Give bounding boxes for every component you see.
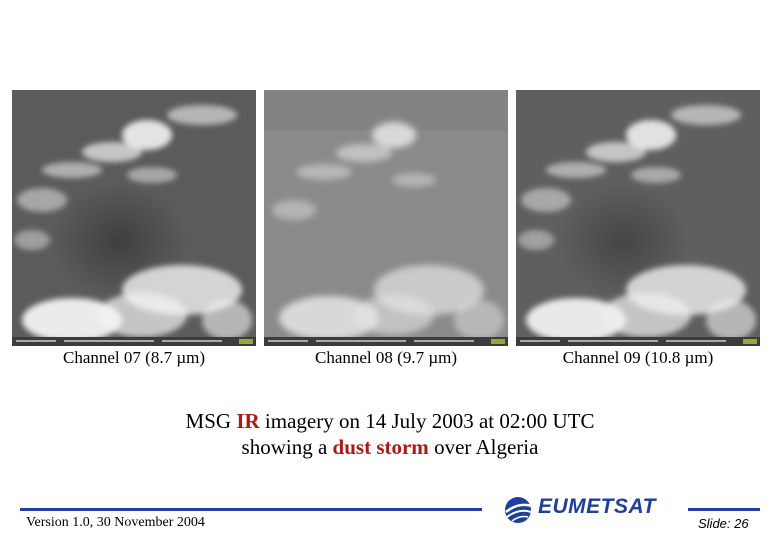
- satellite-image-channel-07: [12, 90, 256, 346]
- satellite-image-graphic: [264, 90, 508, 346]
- caption-highlight-dust-storm: dust storm: [332, 435, 429, 459]
- version-text: Version 1.0, 30 November 2004: [26, 515, 205, 530]
- satellite-image-channel-09: [516, 90, 760, 346]
- channel-07-label: Channel 07 (8.7 µm): [63, 348, 205, 367]
- eumetsat-wordmark: EUMETSAT: [538, 495, 656, 518]
- eumetsat-globe-icon: [505, 497, 533, 523]
- caption-text: MSG: [185, 409, 237, 433]
- satellite-image-channel-08: [264, 90, 508, 346]
- caption-text: over Algeria: [428, 435, 539, 459]
- caption-text: showing a: [241, 435, 333, 459]
- footer-divider-left: [20, 508, 482, 511]
- slide-number: Slide: 26: [698, 516, 749, 531]
- image-info-strip: [264, 337, 508, 346]
- slide-caption: MSG IR imagery on 14 July 2003 at 02:00 …: [0, 408, 780, 460]
- caption-line-1: MSG IR imagery on 14 July 2003 at 02:00 …: [0, 408, 780, 434]
- channel-09-label: Channel 09 (10.8 µm): [562, 348, 714, 367]
- footer-divider-right: [688, 508, 760, 511]
- caption-text: imagery on 14 July 2003 at 02:00 UTC: [259, 409, 595, 433]
- satellite-image-graphic: [12, 90, 256, 346]
- caption-line-2: showing a dust storm over Algeria: [0, 434, 780, 460]
- satellite-image-graphic: [516, 90, 760, 346]
- image-info-strip: [516, 337, 760, 346]
- channel-08-label: Channel 08 (9.7 µm): [315, 348, 457, 367]
- eumetsat-logo: EUMETSAT: [502, 494, 662, 526]
- image-info-strip: [12, 337, 256, 346]
- caption-highlight-ir: IR: [236, 409, 260, 433]
